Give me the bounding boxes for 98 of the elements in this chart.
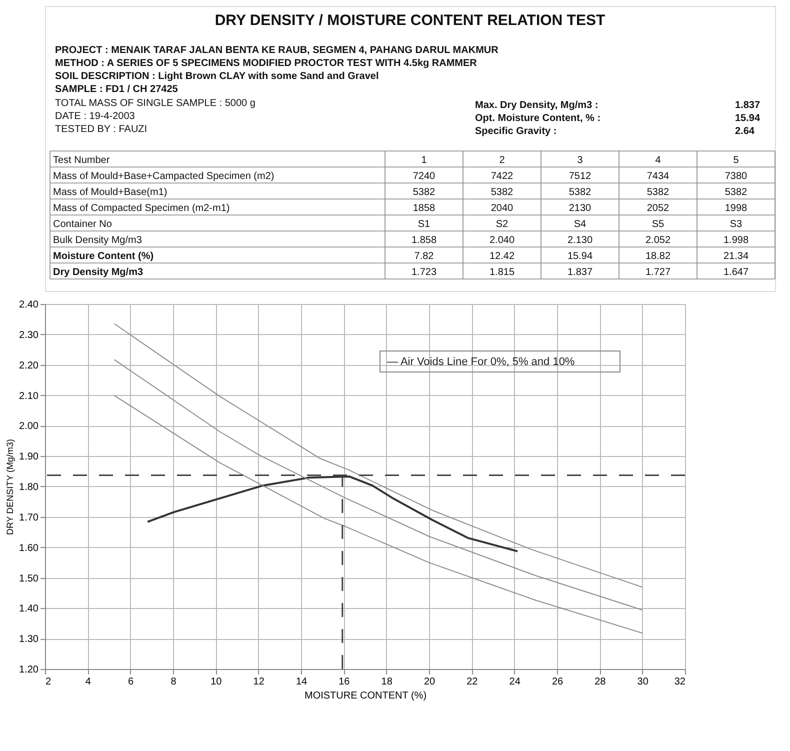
text: 1.858 xyxy=(411,235,437,246)
y-tick-label: 1.90 xyxy=(19,452,39,463)
text: Opt. Moisture Content, % : xyxy=(475,113,601,124)
text: 5382 xyxy=(724,187,748,198)
y-tick-label: 2.10 xyxy=(19,390,39,402)
text: 2.052 xyxy=(645,235,671,246)
text: 18.82 xyxy=(645,251,671,262)
x-tick-label: 24 xyxy=(509,676,521,688)
text: S1 xyxy=(418,219,431,230)
text: 1.727 xyxy=(645,267,671,278)
y-tick-label: 2.00 xyxy=(19,421,39,432)
text: 5382 xyxy=(568,187,592,198)
text: 2.040 xyxy=(489,235,515,246)
chart-title: DRY DENSITY / MOISTURE CONTENT RELATION TEST xyxy=(214,12,606,29)
text: DATE : 19-4-2003 xyxy=(55,111,136,122)
y-tick-label: 1.40 xyxy=(19,604,39,615)
text: S2 xyxy=(496,219,509,230)
text: 7434 xyxy=(646,171,670,182)
y-tick-label: 1.30 xyxy=(19,634,39,646)
text: S4 xyxy=(574,219,587,230)
x-tick-label: 20 xyxy=(424,676,436,688)
text: 15.94 xyxy=(735,113,760,124)
text: S3 xyxy=(730,219,743,230)
text: Mass of Compacted Specimen (m2-m1) xyxy=(53,203,230,214)
line-series xyxy=(114,395,643,634)
x-tick-label: 16 xyxy=(338,676,350,688)
text: 21.34 xyxy=(723,251,749,262)
text: 15.94 xyxy=(567,251,593,262)
text: SOIL DESCRIPTION : Light Brown CLAY with some Sand and Gravel xyxy=(55,71,379,82)
text: Moisture Content (%) xyxy=(53,251,154,262)
x-tick-label: 30 xyxy=(637,676,649,688)
x-tick-label: 18 xyxy=(381,676,393,688)
text: 7512 xyxy=(568,171,592,182)
text: 1.647 xyxy=(723,267,749,278)
x-tick-label: 28 xyxy=(594,676,606,688)
y-tick-label: 1.20 xyxy=(19,664,39,676)
text: Specific Gravity : xyxy=(475,126,557,137)
x-tick-label: 10 xyxy=(210,676,222,688)
text: 7422 xyxy=(490,171,514,182)
x-tick-label: 14 xyxy=(296,676,308,688)
text: 1.837 xyxy=(567,267,593,278)
text: 7.82 xyxy=(414,251,434,262)
x-tick-label: 4 xyxy=(85,676,92,688)
y-tick-label: 1.60 xyxy=(19,542,39,554)
x-tick-label: 8 xyxy=(170,676,177,688)
x-tick-label: 22 xyxy=(466,676,478,688)
y-tick-label: 1.50 xyxy=(19,573,39,584)
text: Test Number xyxy=(53,155,110,166)
text: 1 xyxy=(421,155,428,166)
text: Bulk Density Mg/m3 xyxy=(53,235,142,246)
text: TESTED BY : FAUZI xyxy=(55,124,148,135)
text: 5382 xyxy=(646,187,670,198)
text: 7380 xyxy=(724,171,748,182)
text: Container No xyxy=(53,219,112,230)
x-tick-label: 26 xyxy=(552,676,564,688)
text: 2130 xyxy=(568,203,592,214)
text: 2052 xyxy=(646,203,670,214)
x-tick-label: 6 xyxy=(128,676,134,688)
text: 5382 xyxy=(412,187,436,198)
text: 2 xyxy=(499,155,506,166)
text: 1.723 xyxy=(411,267,437,278)
y-axis-title: DRY DENSITY (Mg/m3) xyxy=(5,438,16,536)
y-tick-label: 1.70 xyxy=(19,512,39,524)
text: Mass of Mould+Base+Campacted Specimen (m2) xyxy=(53,171,274,182)
text: 5382 xyxy=(490,187,514,198)
text: 3 xyxy=(577,155,584,166)
text: 2.64 xyxy=(735,126,755,137)
y-tick-label: 1.80 xyxy=(19,482,39,493)
text: TOTAL MASS OF SINGLE SAMPLE : 5000 g xyxy=(55,98,256,109)
text: METHOD : A SERIES OF 5 SPECIMENS MODIFIED PROCTOR TEST WITH 4.5kg RAMMER xyxy=(55,58,478,69)
text: PROJECT : MENAIK TARAF JALAN BENTA KE RAUB, SEGMEN 4, PAHANG DARUL MAKMUR xyxy=(55,45,500,56)
text: 1.998 xyxy=(723,235,749,246)
text: 1.815 xyxy=(489,267,515,278)
text: 1.837 xyxy=(735,100,760,111)
text: 2.130 xyxy=(567,235,593,246)
text: Mass of Mould+Base(m1) xyxy=(53,187,168,198)
text: 4 xyxy=(655,155,662,166)
line-series xyxy=(114,323,643,588)
x-axis-title: MOISTURE CONTENT (%) xyxy=(304,690,427,702)
annotation: — Air Voids Line For 0%, 5% and 10% xyxy=(387,356,575,368)
text: 2040 xyxy=(490,203,514,214)
line-series xyxy=(114,359,643,610)
x-tick-label: 12 xyxy=(253,676,265,688)
text: Dry Density Mg/m3 xyxy=(53,267,144,278)
text: 5 xyxy=(733,155,740,166)
line-series xyxy=(146,475,519,552)
y-tick-label: 2.20 xyxy=(19,360,39,372)
text: S5 xyxy=(652,219,665,230)
text: 1998 xyxy=(724,203,748,214)
x-tick-label: 2 xyxy=(46,676,52,688)
text: SAMPLE : FD1 / CH 27425 xyxy=(55,84,178,95)
text: Max. Dry Density, Mg/m3 : xyxy=(475,100,598,111)
text: 1858 xyxy=(412,203,436,214)
x-tick-label: 32 xyxy=(674,676,686,688)
text: 7240 xyxy=(412,171,436,182)
y-tick-label: 2.30 xyxy=(19,330,39,341)
text: 12.42 xyxy=(489,251,515,262)
y-tick-label: 2.40 xyxy=(19,300,39,310)
